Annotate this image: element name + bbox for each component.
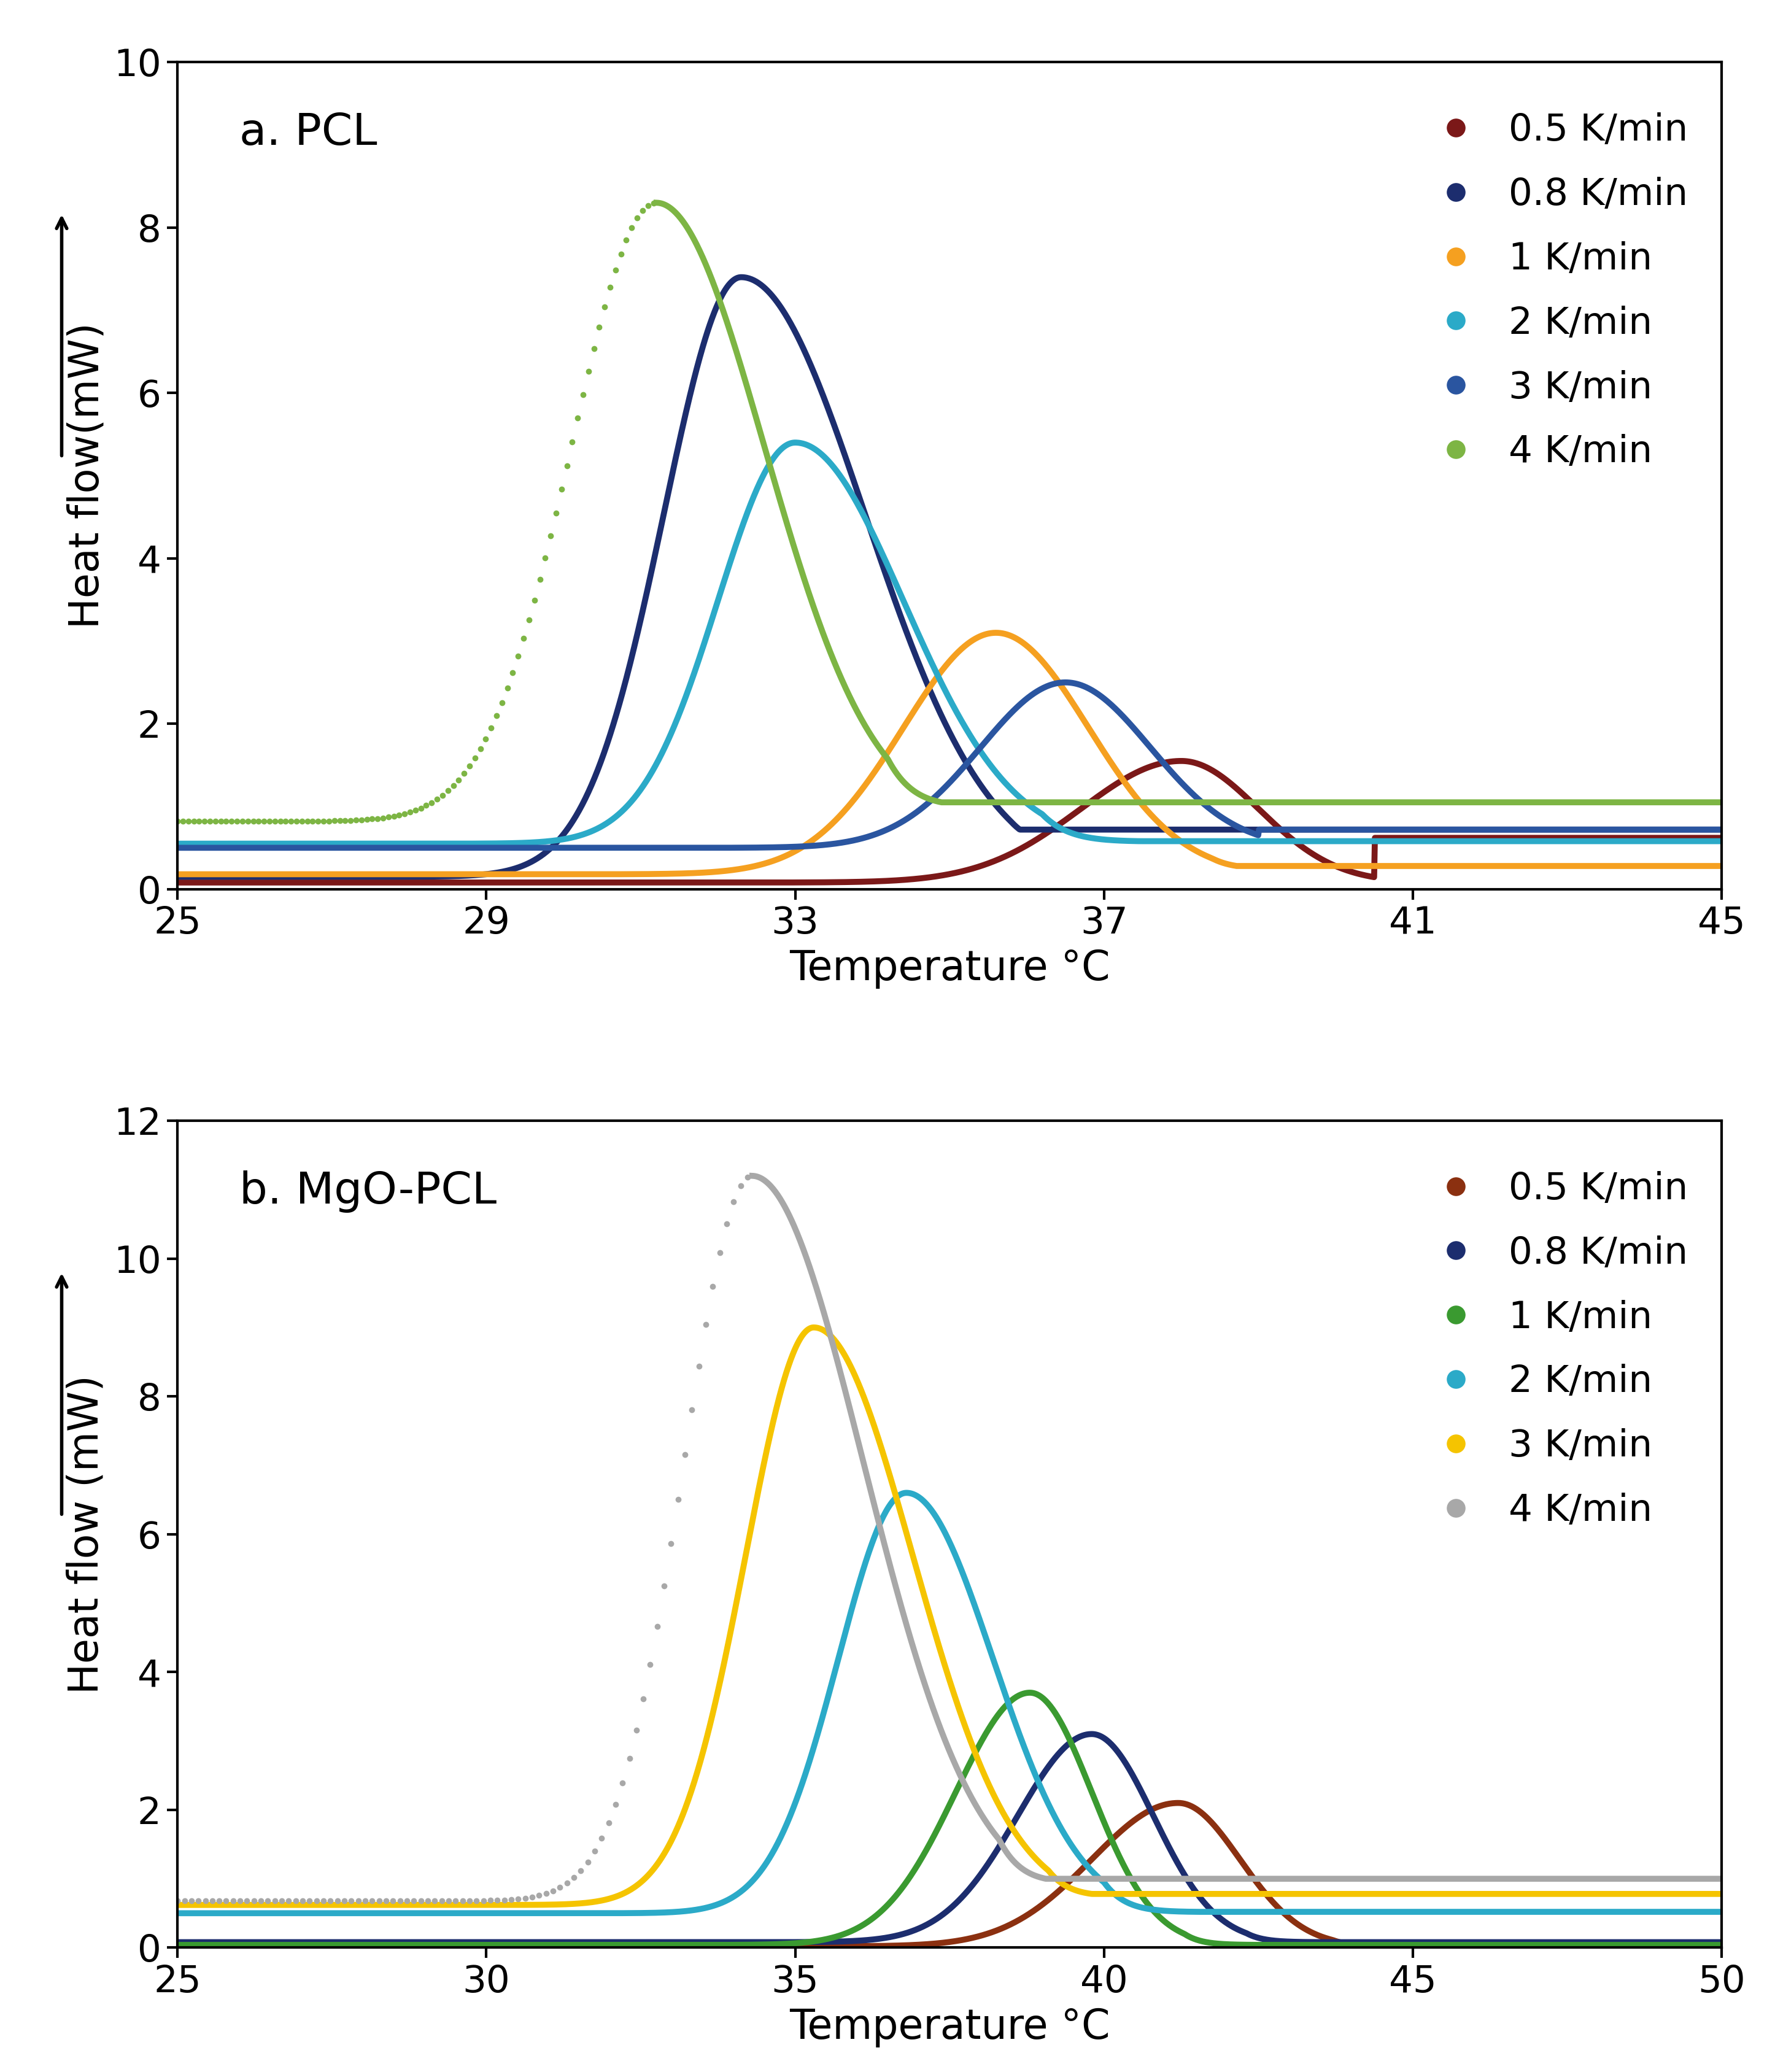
X-axis label: Temperature °C: Temperature °C bbox=[790, 949, 1109, 988]
Y-axis label: Heat flow (mW): Heat flow (mW) bbox=[66, 1374, 106, 1693]
Legend: 0.5 K/min, 0.8 K/min, 1 K/min, 2 K/min, 3 K/min, 4 K/min: 0.5 K/min, 0.8 K/min, 1 K/min, 2 K/min, … bbox=[1404, 97, 1702, 485]
Text: b. MgO-PCL: b. MgO-PCL bbox=[240, 1171, 497, 1212]
X-axis label: Temperature °C: Temperature °C bbox=[790, 2008, 1109, 2047]
Legend: 0.5 K/min, 0.8 K/min, 1 K/min, 2 K/min, 3 K/min, 4 K/min: 0.5 K/min, 0.8 K/min, 1 K/min, 2 K/min, … bbox=[1404, 1156, 1702, 1544]
Y-axis label: Heat flow(mW): Heat flow(mW) bbox=[66, 323, 106, 628]
Text: a. PCL: a. PCL bbox=[240, 112, 376, 153]
